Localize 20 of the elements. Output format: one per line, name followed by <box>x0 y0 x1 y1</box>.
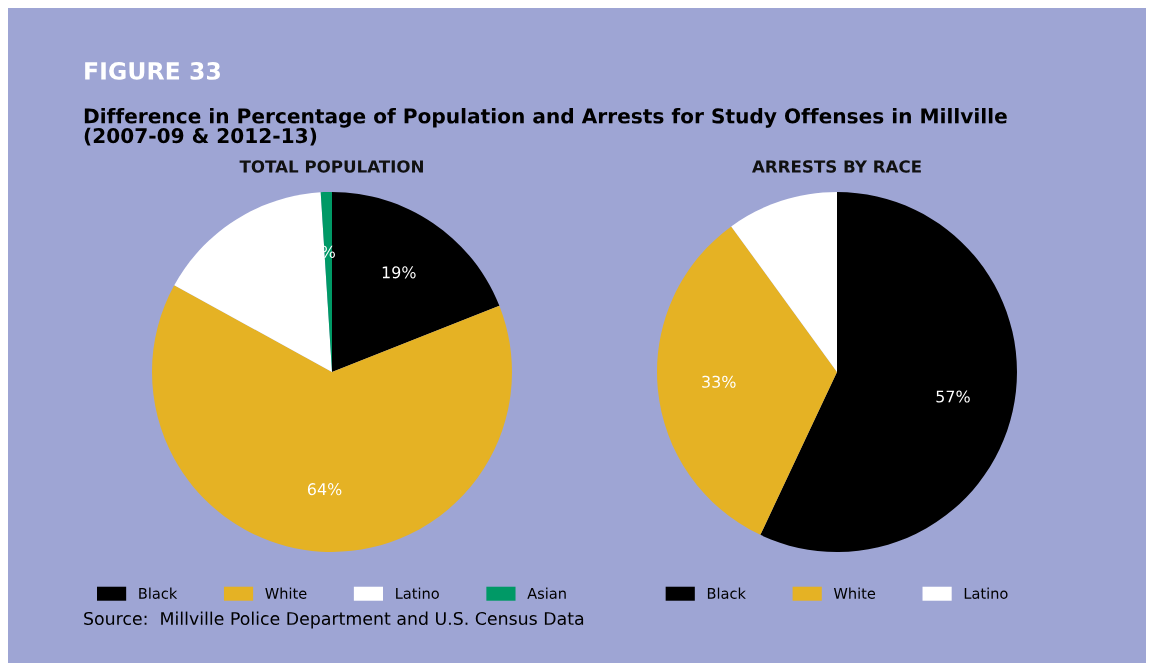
pie-slice <box>152 285 512 552</box>
legend-label: White <box>833 587 876 599</box>
data-label: 64% <box>307 483 342 496</box>
legend-label: Black <box>139 587 178 599</box>
data-label: 19% <box>382 266 416 279</box>
chart-title: TOTAL POPULATION <box>239 160 423 173</box>
slice-label: Black <box>707 587 746 599</box>
pie-slice <box>731 192 837 372</box>
chart-title: ARRESTS BY RACE <box>752 160 921 173</box>
pie-slice <box>760 192 1017 552</box>
legend-label: Asian <box>527 587 566 599</box>
text: Difference in Percentage of Population and Arrests for Study Offenses in Millville (2007-09 & 2012-13) <box>84 108 1007 146</box>
data-label: 57% <box>936 390 970 403</box>
caption: FIGURE 33 <box>85 61 220 80</box>
pie-slice <box>657 226 837 535</box>
legend-label: Latino <box>964 587 1008 599</box>
data-label: 33% <box>702 375 736 388</box>
legend-label: White <box>265 587 307 599</box>
legend-label: Latino <box>396 587 439 599</box>
source-note: Source: Millville Police Department and U.S. Census Data <box>84 611 584 629</box>
